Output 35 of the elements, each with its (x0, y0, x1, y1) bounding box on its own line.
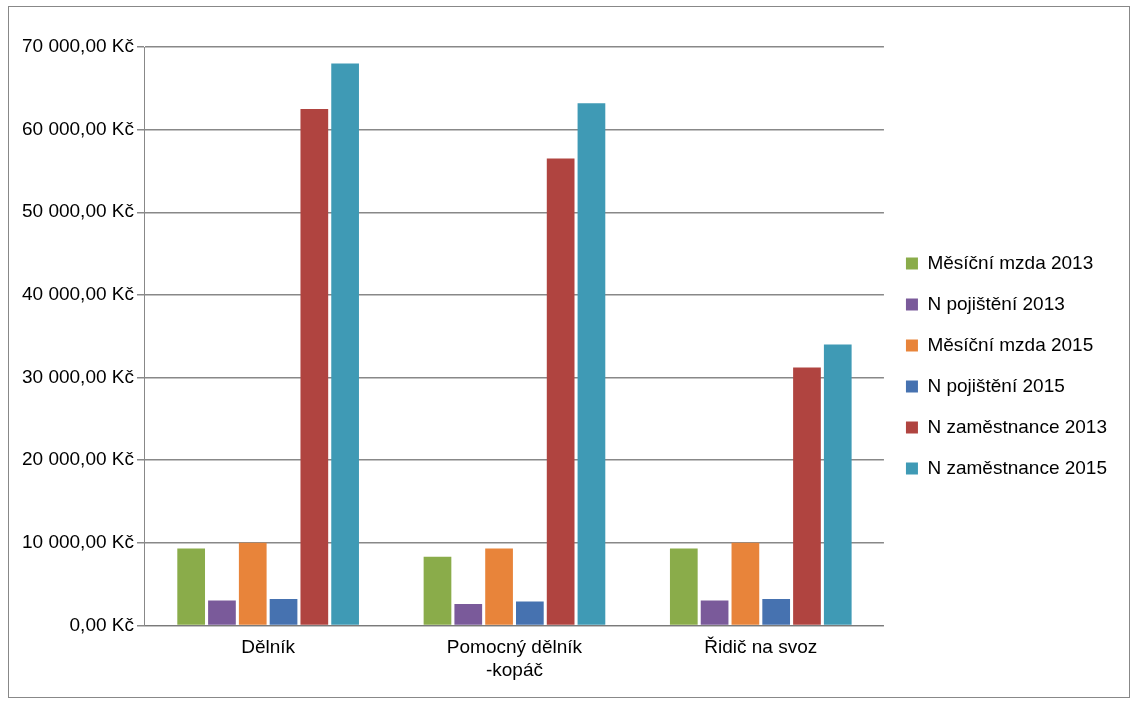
bar (331, 63, 359, 625)
x-tick-label: Řidič na svoz (704, 636, 818, 658)
bar (669, 548, 698, 625)
y-tick-label: 40 000,00 Kč (21, 283, 134, 305)
bar (300, 108, 329, 625)
bar (731, 542, 760, 625)
y-tick-label: 10 000,00 Kč (21, 531, 134, 553)
bar (454, 603, 483, 625)
y-tick-label: 60 000,00 Kč (21, 117, 134, 139)
bar (823, 344, 852, 625)
bar (238, 542, 267, 625)
bar (177, 548, 206, 625)
bar (516, 601, 544, 625)
x-tick-label: Dělník (241, 636, 296, 658)
legend-label: N pojištění 2015 (927, 374, 1065, 396)
bar (208, 600, 236, 625)
legend-label: N zaměstnance 2015 (927, 456, 1108, 478)
bar (762, 598, 791, 625)
y-tick-label: 20 000,00 Kč (21, 448, 134, 470)
bar (485, 548, 513, 625)
y-tick-label: 70 000,00 Kč (21, 35, 134, 57)
x-tick-label: Pomocný dělník -kopáč (446, 636, 583, 680)
bar (577, 103, 606, 625)
legend-label: Měsíční mzda 2013 (927, 251, 1094, 273)
bar (700, 600, 729, 625)
legend-label: N zaměstnance 2013 (927, 415, 1108, 437)
bar (546, 158, 575, 625)
legend-label: Měsíční mzda 2015 (927, 333, 1094, 355)
bar (423, 556, 452, 625)
y-tick-label: 50 000,00 Kč (21, 200, 134, 222)
legend-label: N pojištění 2013 (927, 292, 1065, 314)
y-tick-label: 30 000,00 Kč (21, 365, 134, 387)
bar (793, 367, 821, 625)
bar (269, 598, 298, 625)
y-tick-label: 0,00 Kč (69, 613, 134, 635)
